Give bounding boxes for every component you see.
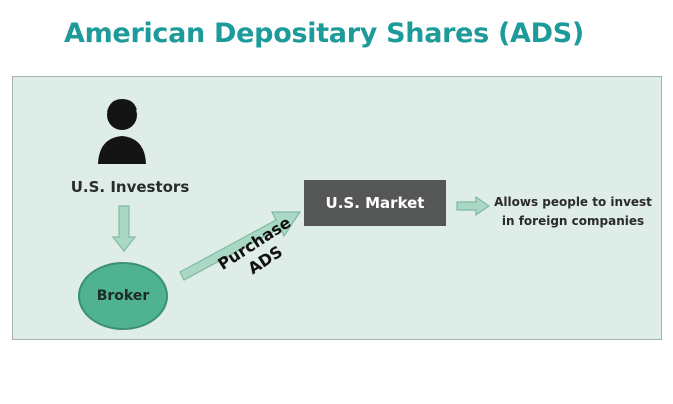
outcome-line1: Allows people to invest	[494, 195, 652, 209]
page-title: American Depositary Shares (ADS)	[64, 18, 584, 49]
right-arrow-icon	[456, 196, 490, 216]
investors-label: U.S. Investors	[70, 178, 190, 196]
broker-node: Broker	[78, 262, 168, 330]
outcome-text: Allows people to invest in foreign compa…	[490, 193, 656, 231]
down-arrow-icon	[112, 205, 136, 252]
person-icon	[98, 99, 146, 164]
market-label: U.S. Market	[325, 194, 425, 212]
broker-label: Broker	[96, 288, 150, 304]
outcome-line2: in foreign companies	[501, 214, 645, 228]
diagonal-arrow-icon	[179, 211, 302, 281]
market-node: U.S. Market	[304, 180, 446, 226]
